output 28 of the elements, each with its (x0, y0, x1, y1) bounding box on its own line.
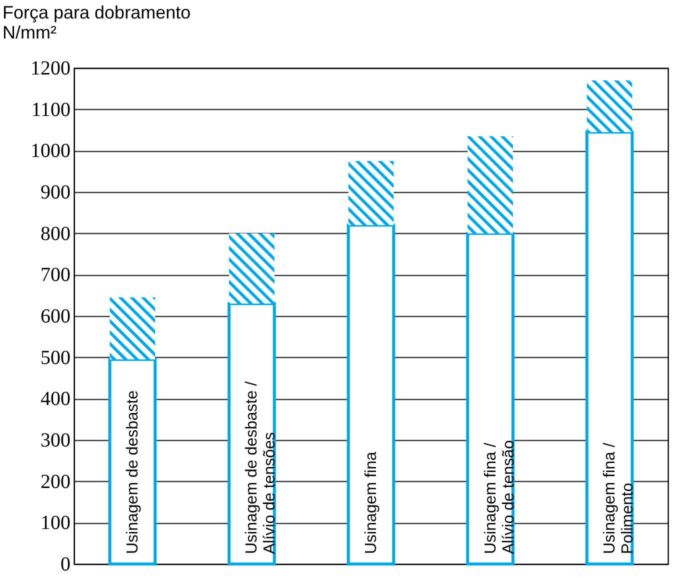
x-tick-label: Usinagem de desbaste (124, 390, 142, 554)
bar (468, 136, 513, 234)
bar (229, 233, 274, 304)
y-tick-label: 300 (40, 430, 70, 452)
y-tick-label: 1000 (30, 140, 70, 162)
bar (346, 224, 396, 566)
y-tick-label: 1100 (31, 98, 70, 121)
y-tick-label: 600 (40, 306, 70, 328)
y-tick-label: 200 (40, 470, 70, 493)
y-tick-label: 400 (40, 388, 70, 410)
y-tick-label: 800 (40, 222, 70, 245)
y-tick-label: 900 (40, 182, 70, 204)
x-tick-label: Usinagem de desbaste / Alívio de tensões (244, 380, 279, 554)
x-tick-label: Usinagem fina / Alívio de tensão (482, 440, 518, 554)
y-axis-title: Força para dobramento N/mm² (2, 2, 191, 42)
bar (585, 130, 634, 566)
bar (348, 161, 394, 226)
y-tick-label: 1200 (30, 58, 70, 80)
bar (108, 358, 157, 566)
y-tick-label: 700 (40, 264, 70, 286)
y-tick-label: 100 (40, 512, 70, 534)
y-tick-label: 500 (40, 346, 70, 369)
bar (110, 297, 156, 360)
x-tick-label: Usinagem fina (363, 452, 380, 554)
bar (466, 232, 514, 566)
x-tick-label: Usinagem fina / Polimento (602, 442, 637, 554)
bar (586, 80, 632, 132)
y-tick-label: 0 (60, 554, 70, 576)
